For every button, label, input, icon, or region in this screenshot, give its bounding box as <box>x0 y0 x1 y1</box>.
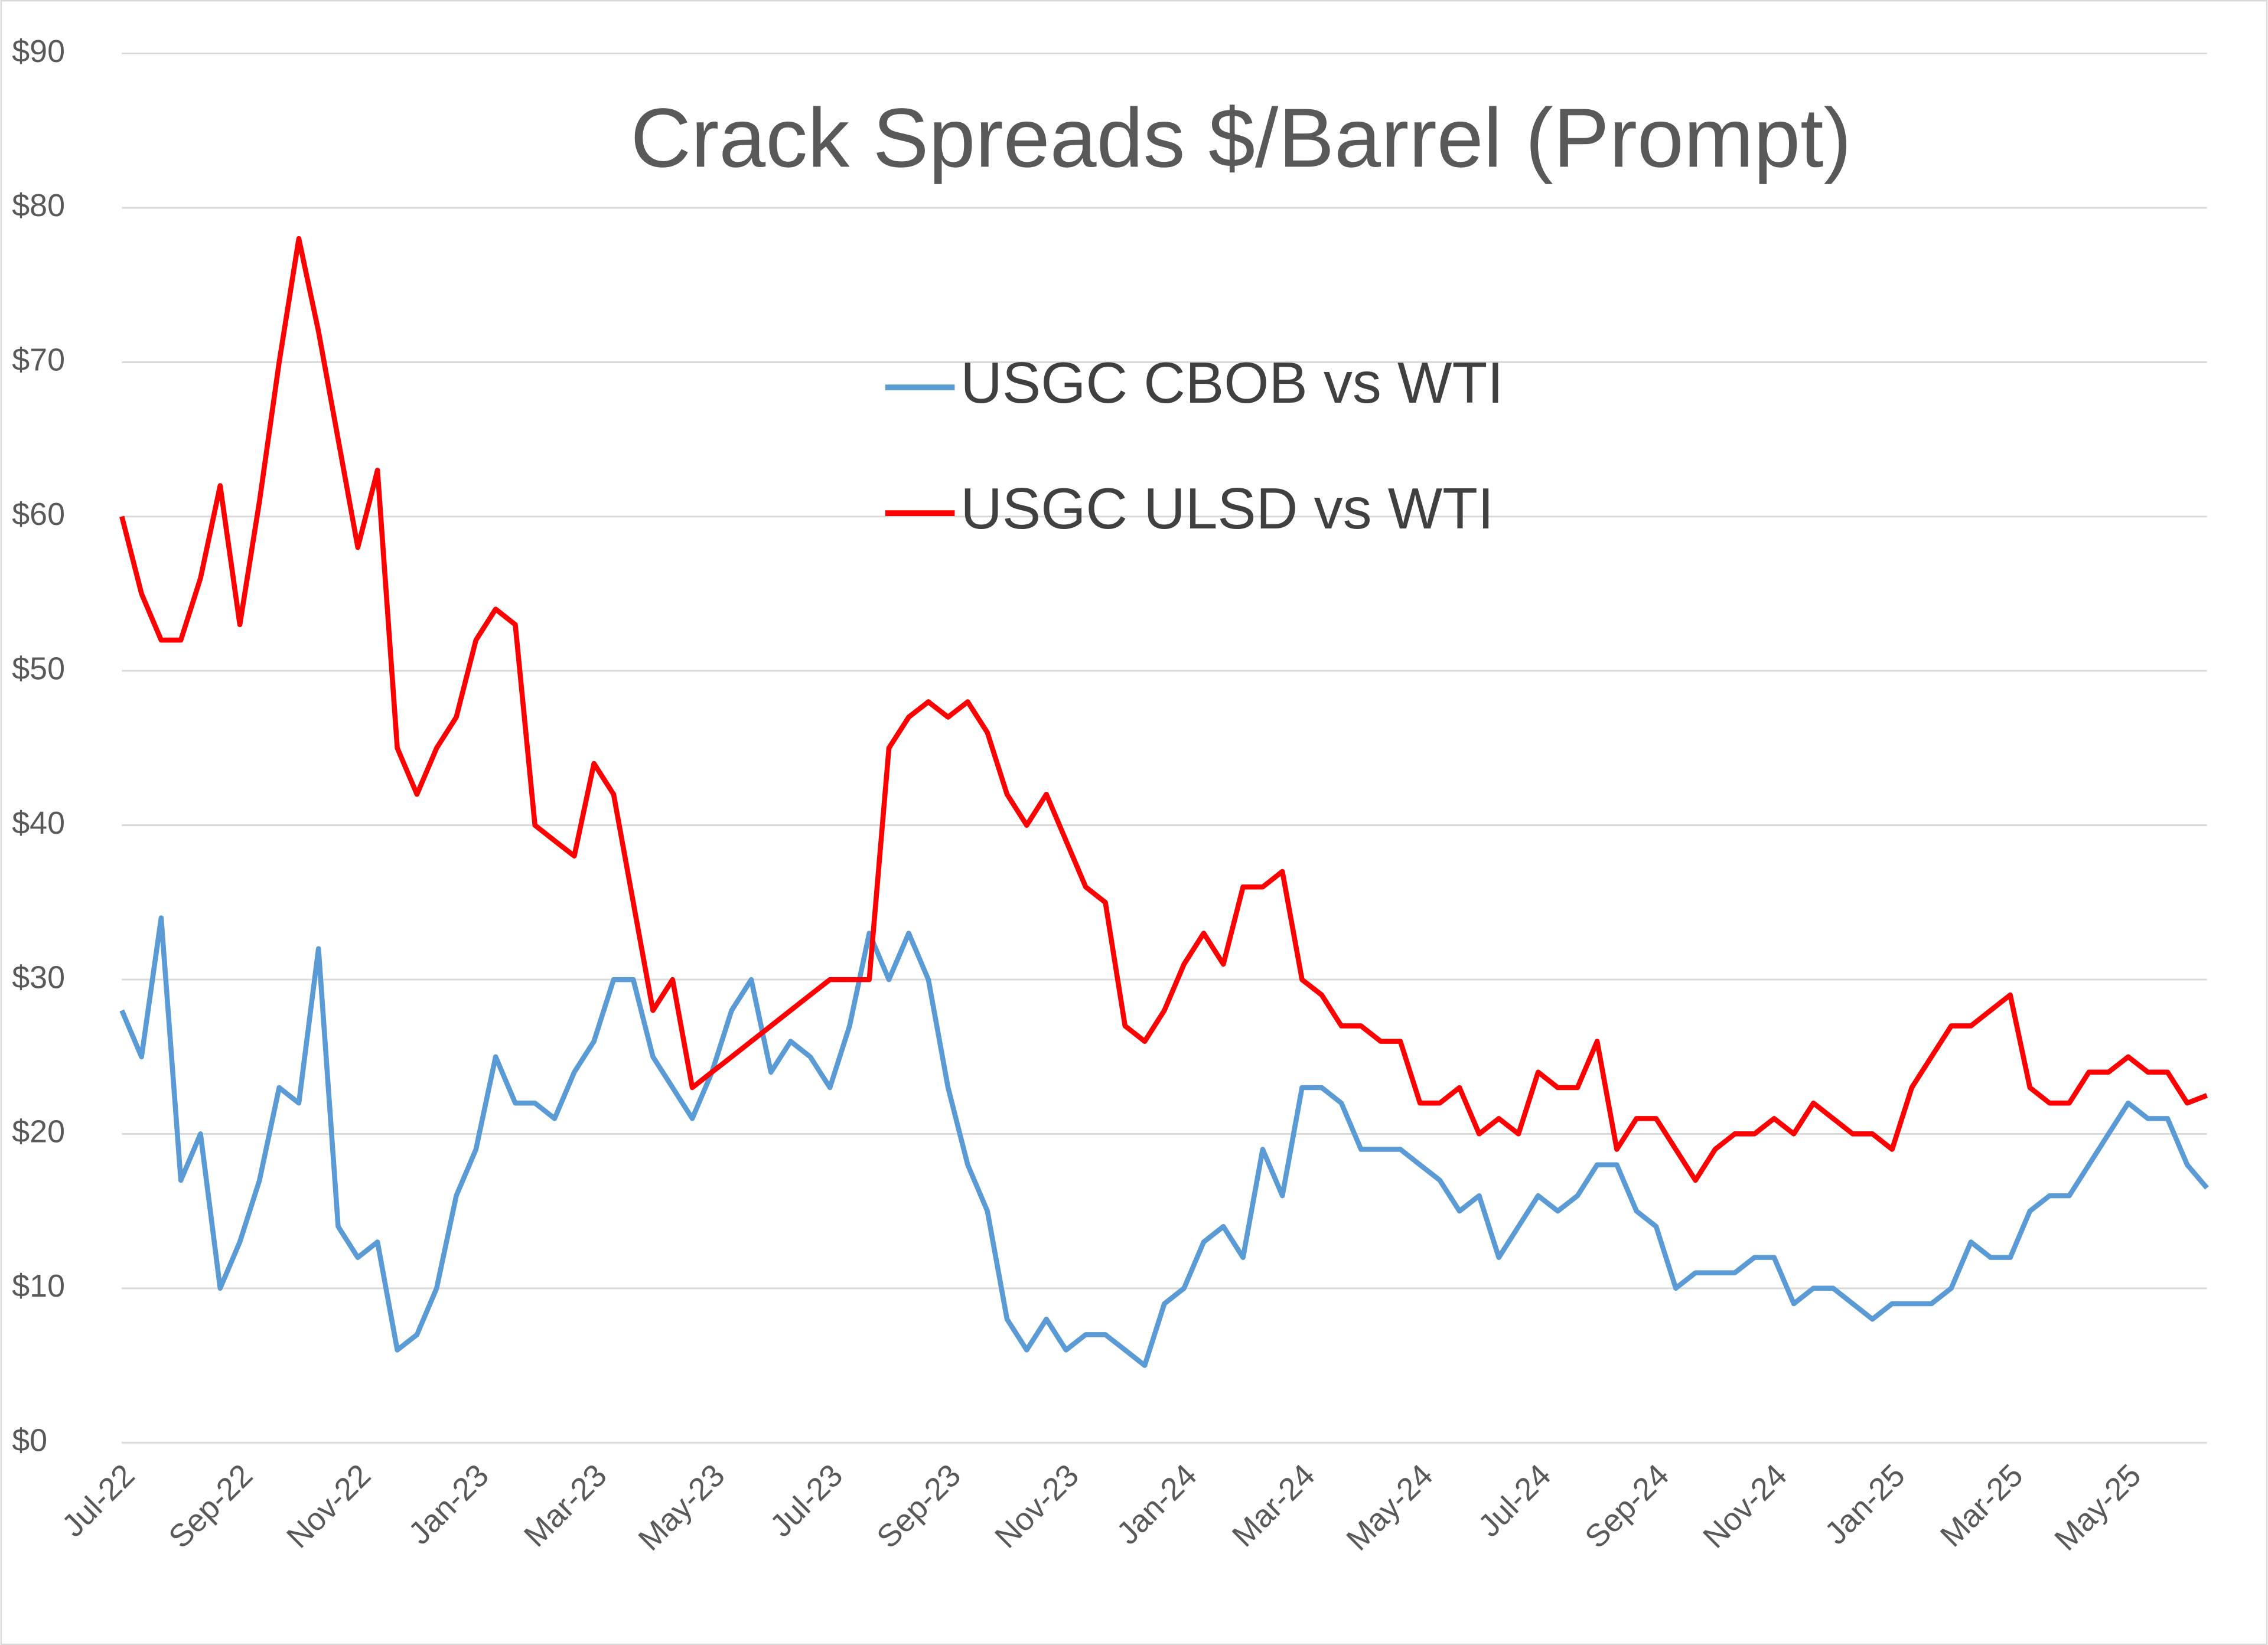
legend-label: USGC CBOB vs WTI <box>960 350 1503 415</box>
y-tick-label: $80 <box>12 188 65 223</box>
legend-label: USGC ULSD vs WTI <box>960 476 1494 541</box>
y-tick-label: $50 <box>12 651 65 686</box>
y-tick-label: $70 <box>12 342 65 378</box>
y-tick-label: $10 <box>12 1268 65 1304</box>
y-tick-label: $40 <box>12 805 65 841</box>
y-tick-label: $30 <box>12 959 65 995</box>
y-tick-label: $20 <box>12 1114 65 1150</box>
chart-title: Crack Spreads $/Barrel (Prompt) <box>631 91 1852 185</box>
series-line <box>119 236 2208 1183</box>
series-line <box>119 915 2209 1368</box>
y-tick-label: $90 <box>12 34 65 69</box>
y-tick-label: $0 <box>12 1422 47 1458</box>
y-tick-label: $60 <box>12 497 65 532</box>
